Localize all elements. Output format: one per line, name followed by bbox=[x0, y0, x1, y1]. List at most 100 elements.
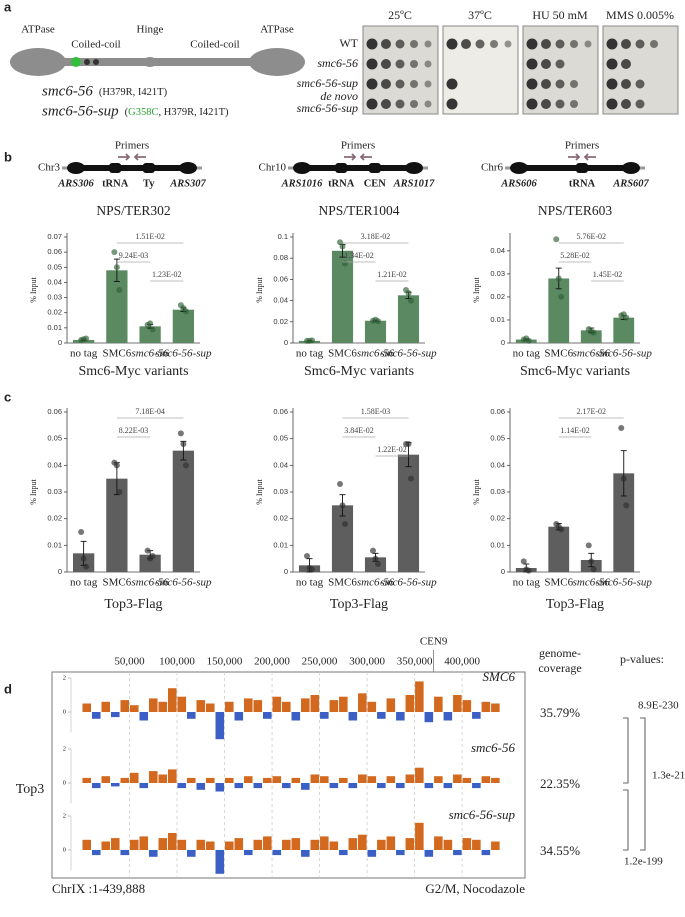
signal-bar bbox=[386, 776, 396, 783]
x-tick-label: no tag bbox=[70, 577, 98, 589]
signal-bar bbox=[443, 783, 453, 789]
spot bbox=[635, 79, 645, 89]
y-tick-label: 0.01 bbox=[47, 323, 62, 332]
signal-bar bbox=[120, 700, 130, 712]
spot bbox=[570, 100, 578, 108]
signal-bar bbox=[253, 783, 263, 789]
y-tick-label: 2 bbox=[63, 745, 66, 752]
signal-bar bbox=[225, 777, 234, 783]
mutation: G358C bbox=[128, 107, 158, 118]
p-value-annotation: 5.76E-02 bbox=[576, 232, 606, 241]
signal-bar bbox=[253, 839, 263, 850]
bar bbox=[397, 295, 420, 343]
track-box bbox=[51, 671, 526, 879]
y-tick-label: 0.06 bbox=[47, 407, 62, 416]
spot bbox=[635, 99, 645, 109]
signal-bar bbox=[415, 681, 424, 712]
y-axis-label: % Input bbox=[29, 478, 38, 504]
panel-label: c bbox=[4, 389, 11, 404]
signal-bar bbox=[272, 776, 282, 783]
p-value: 8.9E-230 bbox=[638, 700, 679, 712]
ars bbox=[405, 162, 423, 174]
p-value-bracket bbox=[623, 717, 629, 784]
spot bbox=[395, 79, 405, 89]
signal-bar bbox=[263, 712, 272, 719]
data-point bbox=[375, 318, 381, 325]
signal-bar bbox=[139, 712, 149, 721]
protein-head bbox=[10, 48, 66, 76]
spot bbox=[410, 100, 418, 108]
spot bbox=[446, 78, 458, 90]
spot bbox=[606, 98, 618, 110]
data-point bbox=[558, 526, 565, 533]
signal-bar bbox=[91, 712, 101, 719]
signal-bar bbox=[405, 695, 415, 712]
mutation-site bbox=[71, 57, 81, 67]
primers-label: Primers bbox=[341, 140, 375, 152]
y-axis-label: % Input bbox=[255, 276, 264, 302]
spot bbox=[606, 78, 618, 90]
spot bbox=[446, 38, 458, 50]
protein-head bbox=[249, 48, 305, 76]
x-tick-label: SMC6 bbox=[103, 577, 132, 589]
ars bbox=[67, 162, 85, 174]
spot bbox=[366, 38, 378, 50]
p-value-annotation: 1.45E-02 bbox=[593, 270, 623, 279]
spot bbox=[650, 40, 658, 48]
y-tick-label: 0.01 bbox=[47, 540, 62, 549]
x-tick-label: SMC6 bbox=[328, 577, 357, 589]
p-value-annotation: 1.51E-02 bbox=[135, 232, 165, 241]
y-tick-label: 0 bbox=[501, 567, 505, 576]
chart-title: NPS/TER1004 bbox=[318, 203, 399, 218]
signal-bar bbox=[453, 695, 462, 712]
signal-bar bbox=[215, 783, 225, 792]
spot bbox=[381, 59, 391, 69]
y-tick-label: 0.07 bbox=[47, 232, 62, 241]
p-value-annotation: 1.58E-03 bbox=[361, 407, 391, 416]
spot bbox=[381, 99, 391, 109]
signal-bar bbox=[291, 712, 301, 721]
primer-arrow bbox=[133, 153, 146, 161]
spot bbox=[526, 98, 538, 110]
spot bbox=[526, 38, 538, 50]
signal-bar bbox=[396, 850, 405, 856]
signal-bar bbox=[129, 705, 139, 712]
x-tick-label: 150,000 bbox=[207, 656, 243, 668]
data-point bbox=[149, 326, 156, 333]
data-point bbox=[375, 561, 381, 567]
signal-bar bbox=[481, 850, 491, 856]
signal-bar bbox=[177, 783, 187, 789]
data-point bbox=[555, 275, 562, 282]
protein-rod bbox=[40, 58, 275, 66]
data-point bbox=[553, 236, 560, 243]
y-tick-label: 0.04 bbox=[490, 246, 505, 255]
signal-bar bbox=[187, 777, 196, 783]
spot bbox=[621, 39, 631, 49]
feature bbox=[142, 163, 155, 173]
spot bbox=[424, 60, 432, 68]
feature-label: ARS607 bbox=[612, 178, 649, 189]
signal-bar bbox=[187, 850, 196, 857]
data-point bbox=[83, 335, 90, 342]
y-tick-label: 0 bbox=[284, 567, 288, 576]
data-point bbox=[585, 542, 592, 549]
track-name: smc6-56-sup bbox=[449, 807, 516, 822]
signal-bar bbox=[377, 712, 386, 719]
signal-bar bbox=[481, 701, 491, 712]
spot bbox=[541, 59, 551, 69]
strain-label: WT bbox=[339, 36, 358, 50]
signal-bar bbox=[177, 696, 187, 712]
signal-bar bbox=[339, 696, 348, 712]
allele-name: smc6-56 bbox=[42, 83, 93, 99]
x-tick-label: 50,000 bbox=[114, 656, 145, 668]
data-point bbox=[149, 553, 156, 559]
signal-bar bbox=[129, 772, 139, 783]
signal-bar bbox=[377, 783, 386, 789]
signal-bar bbox=[472, 839, 481, 850]
y-tick-label: 0.06 bbox=[273, 274, 288, 283]
y-axis-label: % Input bbox=[255, 478, 264, 504]
signal-bar bbox=[244, 850, 253, 856]
y-tick-label: 0 bbox=[501, 338, 505, 347]
signal-bar bbox=[424, 712, 434, 723]
y-tick-label: 0.02 bbox=[47, 308, 62, 317]
